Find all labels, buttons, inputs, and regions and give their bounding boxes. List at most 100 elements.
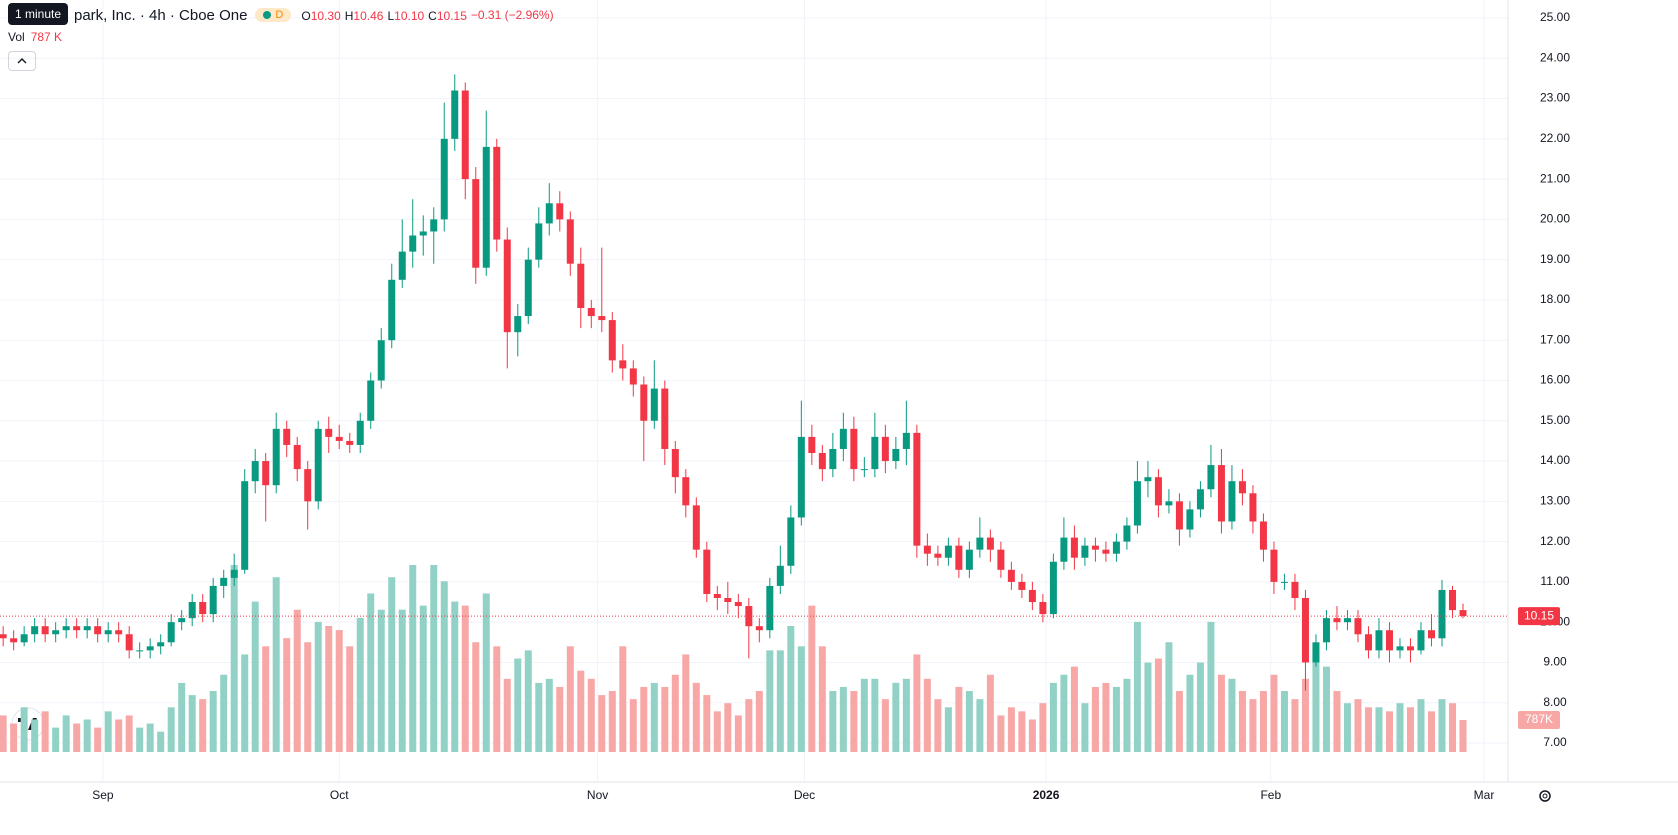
- collapse-button[interactable]: [8, 51, 36, 71]
- y-tick-label: 23.00: [1540, 91, 1570, 105]
- volume-bar: [1154, 658, 1162, 752]
- candle-body: [41, 626, 49, 635]
- y-tick-label: 15.00: [1540, 413, 1570, 427]
- candle-body: [524, 259, 532, 317]
- volume-bar: [923, 678, 931, 752]
- candle-body: [692, 505, 700, 550]
- volume-bar: [892, 682, 900, 752]
- volume-bar: [1312, 650, 1320, 752]
- candle-body: [10, 638, 18, 643]
- candle-body: [881, 436, 889, 462]
- volume-bar: [314, 621, 322, 752]
- x-tick-label: 2026: [1033, 788, 1060, 802]
- candle-body: [818, 453, 826, 470]
- candle-body: [125, 634, 133, 651]
- candle-body: [766, 585, 774, 631]
- volume-legend: Vol 787 K: [8, 30, 62, 44]
- candle-body: [1165, 501, 1173, 506]
- candle-body: [871, 436, 879, 470]
- volume-bar: [545, 678, 553, 752]
- volume-bar: [398, 609, 406, 752]
- change: −0.31 (−2.96%): [470, 8, 554, 22]
- volume-bar: [241, 654, 249, 752]
- volume-bar: [1186, 674, 1194, 752]
- volume-bar: [671, 674, 679, 752]
- volume-bar: [73, 723, 81, 752]
- candle-body: [1196, 489, 1204, 510]
- volume-bar: [986, 674, 994, 752]
- candle-body: [409, 235, 417, 252]
- volume-bar: [125, 715, 133, 752]
- ohlc-item: H10.46: [345, 9, 384, 23]
- candle-body: [1102, 549, 1110, 554]
- candle-body: [776, 565, 784, 586]
- volume-bar: [367, 593, 375, 752]
- ohlc-value: 10.10: [394, 9, 425, 23]
- candle-body: [104, 630, 112, 635]
- y-tick-label: 12.00: [1540, 534, 1570, 548]
- volume-bar: [188, 695, 196, 752]
- candle-body: [1259, 521, 1267, 550]
- volume-bar: [346, 646, 354, 752]
- candle-body: [608, 320, 616, 361]
- volume-bar: [839, 686, 847, 752]
- ohlc-label: L: [387, 9, 395, 23]
- volume-bar: [199, 699, 207, 752]
- candle-body: [1312, 642, 1320, 663]
- candle-body: [545, 203, 553, 224]
- volume-bar: [472, 642, 480, 752]
- candle-body: [377, 340, 385, 381]
- candle-body: [1123, 525, 1131, 542]
- volume-bar: [167, 707, 175, 752]
- legend-header: park, Inc. · 4h · Cboe One D O10.30 H10.4…: [8, 4, 558, 26]
- volume-bar: [713, 711, 721, 752]
- volume-bar: [871, 678, 879, 752]
- volume-bar: [1364, 707, 1372, 752]
- volume-bar: [965, 691, 973, 752]
- volume-bar: [1207, 621, 1215, 752]
- volume-bar: [1228, 678, 1236, 752]
- volume-tag-label: 787K: [1525, 712, 1553, 726]
- volume-bar: [797, 646, 805, 752]
- candle-body: [1417, 630, 1425, 651]
- volume-bar: [598, 695, 606, 752]
- volume-bar: [566, 646, 574, 752]
- volume-bar: [734, 715, 742, 752]
- volume-bar: [650, 682, 658, 752]
- symbol-title[interactable]: park, Inc. · 4h · Cboe One: [74, 6, 248, 24]
- candle-body: [1459, 610, 1467, 617]
- volume-bar: [913, 654, 921, 752]
- candle-body: [850, 428, 858, 470]
- volume-bar: [703, 695, 711, 752]
- volume-bar: [1396, 703, 1404, 752]
- candle-body: [241, 481, 249, 570]
- candle-body: [671, 448, 679, 478]
- candle-body: [94, 626, 102, 635]
- volume-bar: [1112, 686, 1120, 752]
- candle-body: [797, 436, 805, 518]
- candle-body: [1217, 465, 1225, 522]
- volume-bar: [1039, 703, 1047, 752]
- candle-body: [1175, 501, 1183, 530]
- candle-body: [220, 577, 228, 586]
- y-tick-label: 20.00: [1540, 212, 1570, 226]
- candle-body: [346, 440, 354, 445]
- volume-bar: [1238, 691, 1246, 752]
- y-tick-label: 22.00: [1540, 131, 1570, 145]
- y-tick-label: 11.00: [1540, 574, 1569, 588]
- status-badge[interactable]: D: [255, 8, 292, 22]
- volume-bar: [619, 646, 627, 752]
- volume-bar: [335, 630, 343, 752]
- candle-body: [577, 263, 585, 308]
- settings-icon[interactable]: [1539, 790, 1551, 802]
- candle-body: [293, 444, 301, 470]
- volume-bar: [1070, 666, 1078, 752]
- candle-body: [1249, 493, 1257, 522]
- volume-bar: [304, 642, 312, 752]
- candle-body: [1133, 481, 1141, 526]
- volume-bar: [692, 682, 700, 752]
- candle-body: [923, 545, 931, 554]
- candle-body: [1060, 537, 1068, 562]
